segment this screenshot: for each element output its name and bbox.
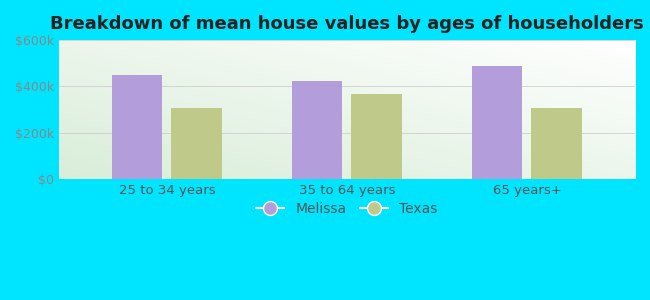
Bar xyxy=(532,108,582,179)
Bar xyxy=(112,75,162,179)
Title: Breakdown of mean house values by ages of householders: Breakdown of mean house values by ages o… xyxy=(50,15,644,33)
Legend: Melissa, Texas: Melissa, Texas xyxy=(251,197,443,222)
Bar xyxy=(292,81,343,179)
Bar xyxy=(172,108,222,179)
Bar xyxy=(352,94,402,179)
Bar xyxy=(472,65,523,179)
